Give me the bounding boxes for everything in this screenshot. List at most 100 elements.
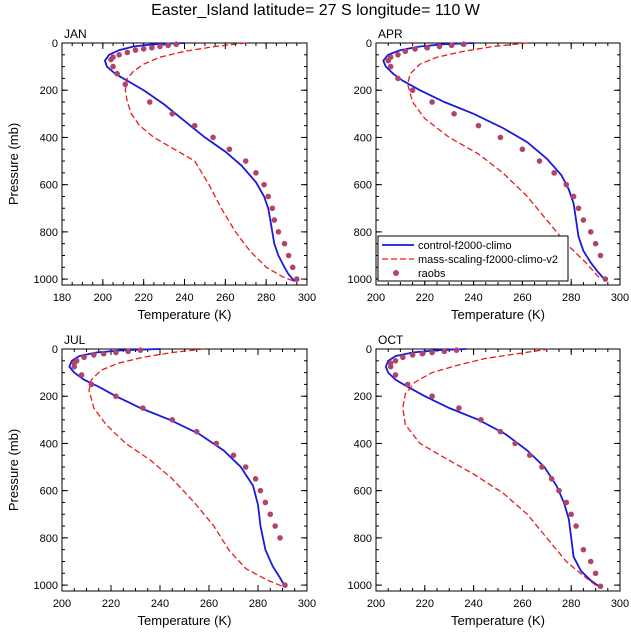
raobs-point	[282, 582, 288, 588]
raobs-point	[293, 276, 300, 282]
panel-oct: 200 220 240 260 280 300 0 200 400 600 800 1000 Tempe…	[348, 333, 630, 628]
raobs-point	[497, 134, 504, 141]
raobs-point	[88, 381, 95, 388]
raobs-point	[113, 393, 119, 400]
raobs-point	[548, 476, 555, 482]
y-axis-label: Pressure (mb)	[6, 123, 21, 205]
raobs-point	[475, 122, 482, 129]
y-tick-label: 200	[40, 85, 58, 97]
raobs-point	[519, 146, 526, 153]
raobs-point	[91, 352, 97, 358]
raobs-point	[257, 487, 264, 494]
raobs-point	[169, 111, 176, 117]
raobs-point	[551, 170, 557, 176]
y-tick-label: 1000	[348, 580, 372, 592]
raobs-point	[424, 44, 431, 51]
x-tick-label: 220	[416, 598, 434, 610]
plot-frame	[61, 42, 308, 286]
y-axis-label: Pressure (mb)	[6, 429, 21, 511]
raobs-point	[400, 354, 406, 361]
raobs-point	[429, 393, 435, 400]
mass-scaling-line	[407, 42, 601, 280]
x-tick-label: 280	[562, 292, 580, 304]
raobs-point	[580, 546, 587, 553]
raobs-point	[210, 134, 216, 141]
raobs-point	[113, 349, 119, 356]
x-tick-label: 260	[200, 598, 218, 610]
y-tick-label: 400	[354, 438, 372, 450]
x-tick-label: 260	[513, 598, 531, 610]
y-tick-label: 200	[354, 85, 372, 97]
mass-scaling-line	[88, 348, 283, 587]
raobs-point	[392, 372, 399, 378]
y-tick-label: 0	[52, 38, 58, 50]
panel-label: OCT	[378, 333, 404, 347]
raobs-point	[149, 44, 155, 51]
raobs-point	[563, 499, 570, 506]
raobs-point	[81, 354, 87, 361]
raobs-point	[132, 47, 139, 53]
raobs-point	[269, 205, 276, 212]
legend-label: mass-scaling-f2000-climo-v2	[418, 254, 558, 266]
raobs-point	[478, 417, 484, 423]
raobs-point	[597, 252, 604, 259]
raobs-point	[456, 405, 462, 411]
raobs-point	[78, 372, 85, 378]
raobs-point	[262, 499, 269, 506]
y-tick-label: 800	[354, 227, 372, 239]
raobs-point	[402, 48, 409, 55]
y-tick-label: 800	[354, 533, 372, 545]
raobs-point	[271, 217, 278, 223]
raobs-point	[512, 440, 518, 447]
raobs-point	[242, 464, 249, 470]
x-tick-label: 200	[367, 292, 385, 304]
x-axis-label: Temperature (K)	[451, 307, 545, 322]
x-tick-label: 240	[464, 292, 482, 304]
raobs-point	[602, 276, 609, 282]
raobs-point	[539, 464, 545, 470]
raobs-point	[137, 347, 144, 353]
x-tick-label: 200	[367, 598, 385, 610]
control-line	[384, 348, 602, 589]
y-tick-label: 800	[40, 227, 58, 239]
legend: control-f2000-climo mass-scaling-f2000-cl…	[377, 235, 569, 282]
raobs-point	[580, 217, 587, 223]
raobs-point	[213, 440, 220, 447]
raobs-point	[395, 75, 401, 82]
x-tick-label: 280	[249, 598, 267, 610]
raobs-point	[122, 81, 129, 88]
control-line	[382, 42, 607, 281]
y-tick-label: 1000	[34, 274, 58, 286]
raobs-point	[285, 252, 292, 259]
raobs-point	[451, 111, 457, 117]
raobs-point	[140, 405, 146, 411]
raobs-point	[563, 181, 570, 188]
x-tick-label: 300	[298, 292, 316, 304]
x-tick-label: 200	[53, 598, 71, 610]
raobs-point	[592, 570, 599, 577]
raobs-point	[575, 205, 582, 212]
y-tick-label: 0	[366, 38, 372, 50]
raobs-point	[429, 99, 435, 105]
raobs-point	[267, 511, 274, 518]
raobs-point	[392, 358, 399, 364]
raobs-point	[114, 70, 120, 77]
y-tick-label: 600	[354, 486, 372, 498]
x-tick-label: 280	[562, 598, 580, 610]
raobs-point	[157, 43, 163, 50]
raobs-point	[453, 347, 460, 353]
raobs-point	[265, 193, 272, 200]
raobs-point	[252, 476, 259, 482]
raobs-point	[146, 99, 153, 105]
raobs-point	[429, 349, 435, 356]
y-tick-label: 200	[40, 391, 58, 403]
x-tick-label: 240	[464, 598, 482, 610]
raobs-point	[587, 229, 594, 235]
y-tick-label: 200	[354, 391, 372, 403]
raobs-point	[409, 352, 416, 358]
raobs-point	[165, 42, 171, 49]
panel-apr: 200 220 240 260 280 300 0 200 400 600 800 1000 Tempe…	[348, 27, 630, 322]
raobs-point	[253, 170, 259, 176]
raobs-point	[597, 583, 604, 590]
